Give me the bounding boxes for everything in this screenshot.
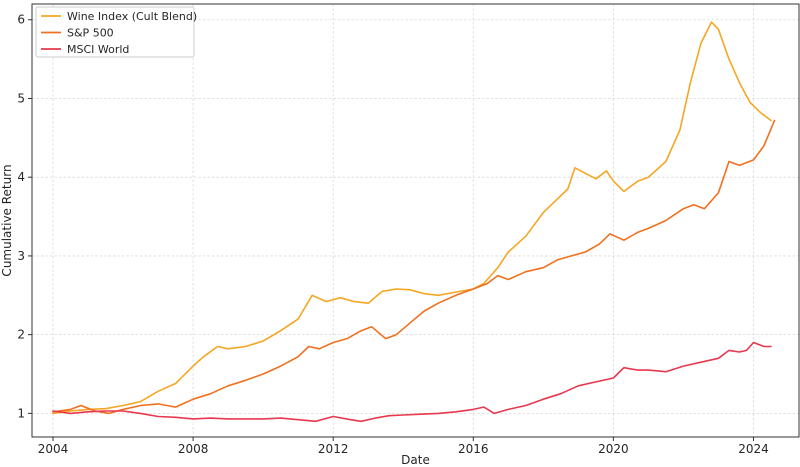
plot-area-frame (31, 3, 800, 438)
y-tick-label: 6 (17, 13, 25, 27)
x-tick-label: 2008 (178, 442, 209, 456)
series-line-1 (52, 119, 776, 415)
grid (32, 4, 799, 437)
x-tick-label: 2020 (598, 442, 629, 456)
y-tick-label: 2 (17, 328, 25, 342)
x-tick-label: 2004 (38, 442, 69, 456)
legend-entry-label: Wine Index (Cult Blend) (67, 10, 197, 23)
series-line-0 (52, 21, 772, 415)
y-tick-label: 3 (17, 249, 25, 263)
y-tick-label: 1 (17, 406, 25, 420)
y-tick-label: 5 (17, 91, 25, 105)
legend-box (35, 6, 195, 58)
x-tick-label: 2016 (458, 442, 489, 456)
legend-entry-label: S&P 500 (67, 27, 114, 40)
legend-entry-label: MSCI World (67, 43, 129, 56)
y-tick-label: 4 (17, 170, 25, 184)
x-axis-title: Date (401, 453, 430, 467)
y-axis: 1 2 3 4 5 6 (17, 13, 32, 420)
x-tick-label: 2024 (738, 442, 769, 456)
series-line-2 (52, 341, 772, 423)
y-axis-title: Cumulative Return (0, 164, 14, 276)
legend: Wine Index (Cult Blend) S&P 500 MSCI World (35, 6, 197, 58)
series-lines (52, 21, 776, 423)
x-tick-label: 2012 (318, 442, 349, 456)
x-axis: 2004 2008 2012 2016 2020 2024 (38, 437, 769, 456)
